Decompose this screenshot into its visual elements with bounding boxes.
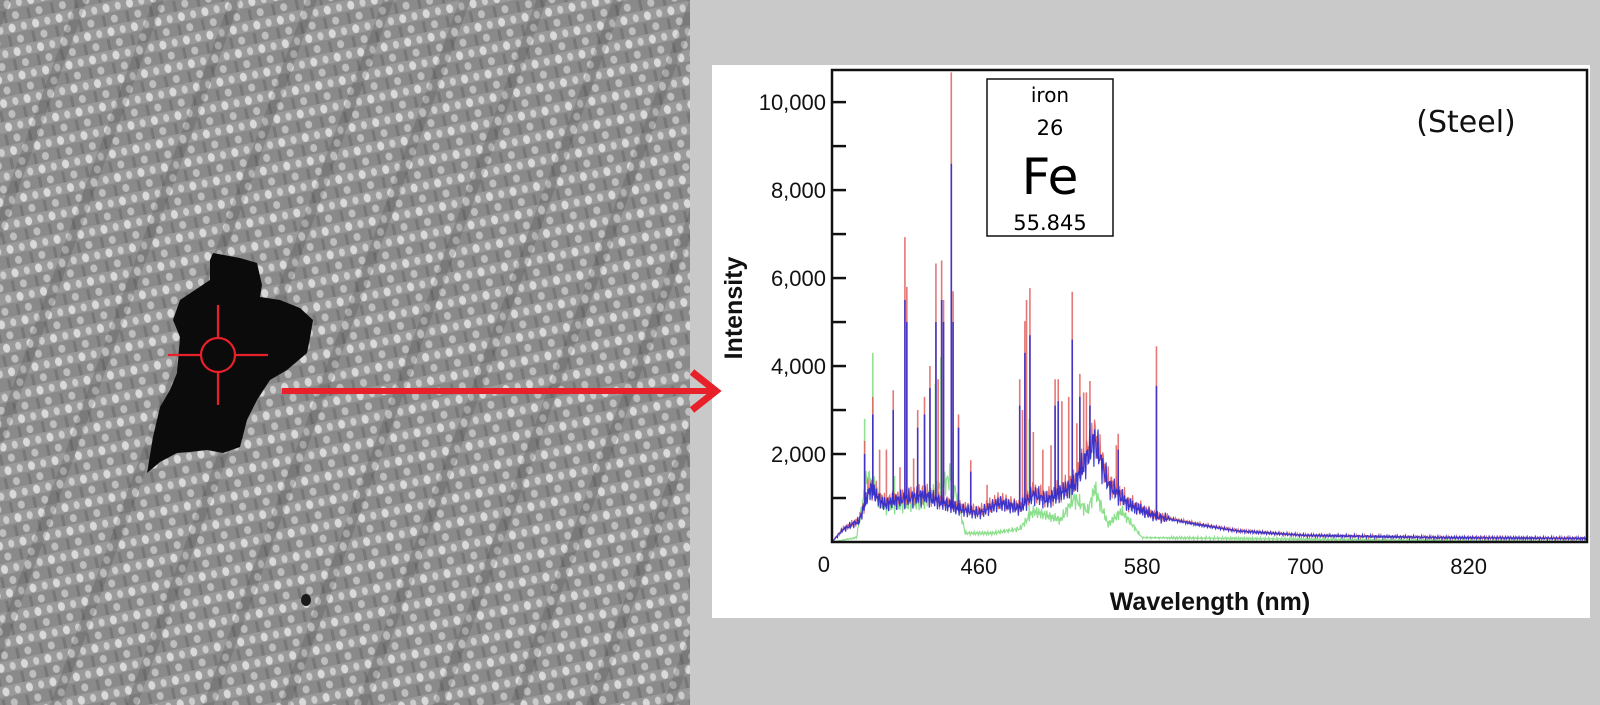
x-tick-label: 580 [1124, 554, 1161, 579]
particle [147, 253, 313, 473]
element-box: iron 26 Fe 55.845 [986, 78, 1114, 237]
element-symbol: Fe [1022, 148, 1079, 206]
plot-frame [830, 68, 1589, 544]
y-tick-label: 10,000 [759, 90, 826, 115]
crosshair-icon [168, 305, 268, 405]
chart-panel [712, 65, 1590, 618]
sample-label: (Steel) [1416, 105, 1515, 140]
x-tick-label: 460 [961, 554, 998, 579]
y-tick-label: 4,000 [771, 354, 826, 379]
element-name: iron [1031, 83, 1069, 107]
element-number: 26 [1037, 116, 1064, 140]
y-tick-label: 0 [818, 552, 830, 577]
axes: 0 2,000 4,000 6,000 8,000 10,000 460 580 700 820 [759, 90, 1487, 579]
x-tick-label: 820 [1450, 554, 1487, 579]
element-mass: 55.845 [1013, 211, 1086, 235]
y-tick-label: 8,000 [771, 178, 826, 203]
x-tick-label: 700 [1287, 554, 1324, 579]
dust-speck [301, 594, 311, 606]
y-axis-title: Intensity [720, 257, 748, 360]
y-tick-label: 6,000 [771, 266, 826, 291]
x-axis-title: Wavelength (nm) [1110, 588, 1310, 616]
microscope-photo [0, 0, 690, 705]
arrow-right-icon [282, 369, 722, 413]
y-tick-label: 2,000 [771, 442, 826, 467]
